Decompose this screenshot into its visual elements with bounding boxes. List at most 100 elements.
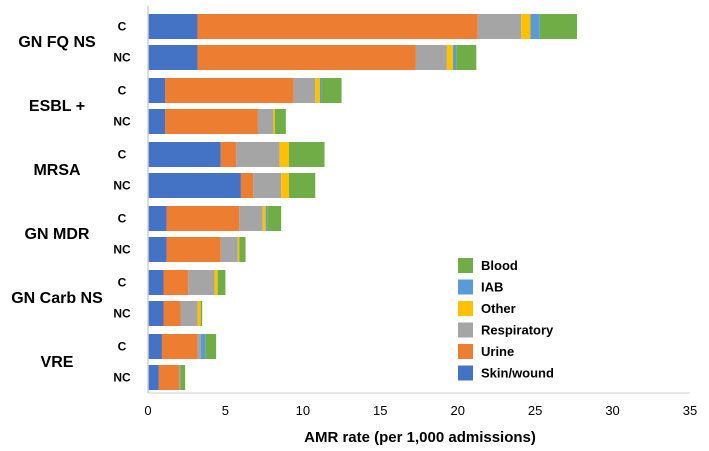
bar-segment-gn-carb-ns-nc-blood bbox=[200, 301, 203, 326]
bar-segment-gn-mdr-c-blood bbox=[267, 206, 282, 231]
legend-label-urine: Urine bbox=[481, 344, 514, 359]
bar-segment-esbl-c-other bbox=[315, 78, 320, 103]
bar-segment-gn-fq-ns-c-iab bbox=[530, 14, 540, 39]
bar-segment-gn-mdr-nc-other bbox=[237, 237, 240, 262]
legend-swatch-blood bbox=[458, 258, 473, 273]
legend-swatch-respiratory bbox=[458, 322, 473, 338]
bar-label-gn-fq-ns-nc: NC bbox=[113, 51, 131, 65]
group-label-gn-mdr: GN MDR bbox=[25, 226, 90, 243]
x-tick-15: 15 bbox=[373, 403, 387, 418]
bar-segment-gn-mdr-nc-respiratory bbox=[220, 237, 238, 262]
bar-segment-mrsa-nc-skin-wound bbox=[148, 173, 241, 198]
bar-segment-gn-carb-ns-c-skin-wound bbox=[148, 270, 164, 295]
legend-label-other: Other bbox=[481, 301, 516, 316]
bar-segment-esbl-c-skin-wound bbox=[148, 78, 166, 103]
bar-segment-vre-nc-respiratory bbox=[178, 365, 181, 390]
x-tick-35: 35 bbox=[683, 403, 697, 418]
bar-segment-mrsa-c-blood bbox=[288, 142, 325, 167]
x-tick-0: 0 bbox=[144, 403, 151, 418]
group-label-vre: VRE bbox=[41, 354, 74, 371]
x-tick-20: 20 bbox=[450, 403, 464, 418]
group-label-gn-carb-ns: GN Carb NS bbox=[11, 290, 103, 307]
bar-segment-gn-mdr-c-urine bbox=[166, 206, 240, 231]
bar-segment-gn-fq-ns-nc-urine bbox=[197, 45, 416, 70]
bar-label-esbl-c: C bbox=[118, 84, 127, 98]
group-labels: GN FQ NS C NC ESBL + C NC MRSA C NC GN MDR C NC GN C… bbox=[11, 20, 131, 385]
bar-segment-esbl-c-iab bbox=[319, 78, 322, 103]
legend-swatch-skin-wound bbox=[458, 365, 473, 381]
legend-label-blood: Blood bbox=[481, 258, 518, 273]
bar-segment-gn-carb-ns-nc-skin-wound bbox=[148, 301, 164, 326]
bar-segment-esbl-nc-respiratory bbox=[257, 109, 274, 134]
bar-segment-gn-mdr-nc-urine bbox=[166, 237, 221, 262]
x-axis-ticks: 0 5 10 15 20 25 30 35 bbox=[144, 403, 697, 418]
legend-swatch-urine bbox=[458, 344, 473, 359]
group-label-esbl: ESBL + bbox=[29, 98, 85, 115]
bar-segment-vre-c-blood bbox=[205, 334, 217, 359]
bar-segment-gn-fq-ns-nc-other bbox=[446, 45, 454, 70]
bar-segment-gn-mdr-c-iab bbox=[265, 206, 268, 231]
bar-label-mrsa-nc: NC bbox=[113, 179, 131, 193]
bar-segment-mrsa-c-other bbox=[279, 142, 289, 167]
bar-segment-vre-c-respiratory bbox=[197, 334, 201, 359]
bar-segment-gn-carb-ns-c-urine bbox=[163, 270, 189, 295]
bar-segment-esbl-c-urine bbox=[165, 78, 294, 103]
bar-segment-mrsa-nc-urine bbox=[240, 173, 254, 198]
bar-segment-gn-carb-ns-nc-respiratory bbox=[180, 301, 198, 326]
bar-segment-gn-mdr-c-skin-wound bbox=[148, 206, 167, 231]
bar-segment-gn-mdr-c-respiratory bbox=[239, 206, 263, 231]
bar-segment-gn-mdr-nc-skin-wound bbox=[148, 237, 167, 262]
bar-segment-gn-fq-ns-c-blood bbox=[539, 14, 577, 39]
bar-segment-gn-carb-ns-c-blood bbox=[217, 270, 226, 295]
bar-segment-vre-c-urine bbox=[161, 334, 198, 359]
bar-label-gn-carb-ns-c: C bbox=[118, 276, 127, 290]
bar-segment-esbl-nc-blood bbox=[274, 109, 286, 134]
legend-label-respiratory: Respiratory bbox=[481, 323, 554, 338]
legend-label-iab: IAB bbox=[481, 280, 503, 295]
bar-label-esbl-nc: NC bbox=[113, 115, 131, 129]
bar-segment-gn-fq-ns-nc-skin-wound bbox=[148, 45, 198, 70]
bar-segment-mrsa-c-respiratory bbox=[236, 142, 280, 167]
bar-segment-vre-nc-blood bbox=[180, 365, 186, 390]
bar-label-gn-mdr-nc: NC bbox=[113, 243, 131, 257]
bar-segment-vre-c-iab bbox=[200, 334, 206, 359]
bar-segment-esbl-nc-urine bbox=[165, 109, 258, 134]
bar-label-mrsa-c: C bbox=[118, 148, 127, 162]
bar-segment-esbl-c-blood bbox=[321, 78, 342, 103]
bar-segment-mrsa-nc-blood bbox=[288, 173, 316, 198]
bar-segment-gn-carb-ns-nc-other bbox=[197, 301, 201, 326]
bar-segment-vre-c-skin-wound bbox=[148, 334, 162, 359]
group-label-gn-fq-ns: GN FQ NS bbox=[18, 34, 96, 51]
bar-segment-gn-fq-ns-c-other bbox=[521, 14, 531, 39]
bar-segment-mrsa-c-urine bbox=[220, 142, 237, 167]
bar-segment-gn-mdr-c-other bbox=[262, 206, 266, 231]
bar-segment-mrsa-c-skin-wound bbox=[148, 142, 221, 167]
bar-segment-esbl-nc-other bbox=[273, 109, 275, 134]
bar-segment-mrsa-nc-other bbox=[281, 173, 289, 198]
bar-segment-gn-fq-ns-c-respiratory bbox=[477, 14, 522, 39]
legend-swatch-other bbox=[458, 301, 473, 316]
bar-segment-gn-fq-ns-c-skin-wound bbox=[148, 14, 198, 39]
bar-segment-gn-fq-ns-nc-blood bbox=[456, 45, 477, 70]
bar-segment-gn-fq-ns-c-urine bbox=[197, 14, 478, 39]
group-label-mrsa: MRSA bbox=[33, 162, 81, 179]
x-tick-10: 10 bbox=[296, 403, 310, 418]
x-tick-30: 30 bbox=[605, 403, 619, 418]
bar-label-gn-carb-ns-nc: NC bbox=[113, 307, 131, 321]
bars-layer bbox=[148, 14, 577, 390]
bar-label-gn-fq-ns-c: C bbox=[118, 20, 127, 34]
legend: Blood IAB Other Respiratory Urine Skin/wound bbox=[458, 258, 554, 381]
bar-segment-gn-carb-ns-c-other bbox=[214, 270, 218, 295]
x-tick-25: 25 bbox=[528, 403, 542, 418]
bar-segment-mrsa-nc-respiratory bbox=[253, 173, 282, 198]
bar-label-vre-nc: NC bbox=[113, 371, 131, 385]
bar-segment-esbl-nc-skin-wound bbox=[148, 109, 166, 134]
legend-swatch-iab bbox=[458, 279, 473, 295]
x-tick-5: 5 bbox=[222, 403, 229, 418]
bar-segment-gn-fq-ns-nc-iab bbox=[453, 45, 457, 70]
x-axis-label: AMR rate (per 1,000 admissions) bbox=[304, 429, 536, 446]
bar-segment-gn-carb-ns-c-respiratory bbox=[188, 270, 215, 295]
bar-segment-vre-nc-urine bbox=[158, 365, 179, 390]
bar-label-vre-c: C bbox=[118, 340, 127, 354]
